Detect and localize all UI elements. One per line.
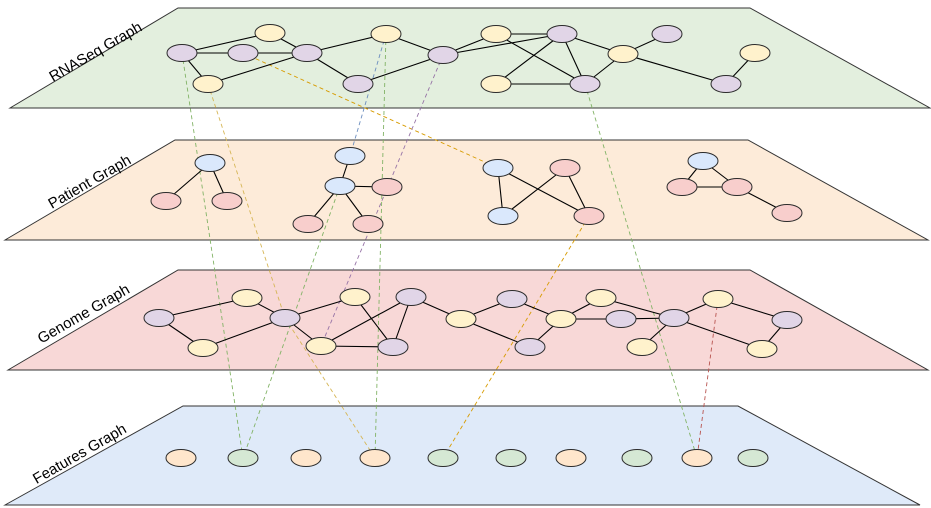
inter-layer-link [242, 52, 499, 169]
genome-node [746, 340, 778, 358]
features-node [227, 449, 259, 467]
inter-layer-link [374, 33, 387, 459]
inter-layer-link [181, 52, 244, 459]
rnaseq-node [651, 25, 683, 43]
patient-node [334, 147, 366, 165]
genome-edge [320, 296, 412, 347]
patient-node [687, 152, 719, 170]
rnaseq-node [342, 75, 374, 93]
genome-edge [158, 297, 248, 319]
genome-node [395, 288, 427, 306]
rnaseq-node [710, 75, 742, 93]
patient-node [666, 178, 698, 196]
genome-node [339, 288, 371, 306]
genome-node [143, 309, 175, 327]
features-plane [3, 405, 921, 506]
rnaseq-edge [207, 52, 308, 85]
rnaseq-edge [357, 54, 444, 85]
patient-plane [3, 139, 930, 241]
genome-node [605, 310, 637, 328]
inter-layer-link [207, 83, 286, 319]
genome-node [702, 290, 734, 308]
genome-node [187, 339, 219, 357]
genome-node [626, 338, 658, 356]
features-node [427, 449, 459, 467]
rnaseq-edge [622, 53, 727, 85]
genome-edge [673, 317, 763, 350]
patient-node [211, 192, 243, 210]
genome-node [445, 310, 477, 328]
genome-node [496, 290, 528, 308]
genome-node [771, 311, 803, 329]
genome-node [269, 309, 301, 327]
features-node [555, 449, 587, 467]
rnaseq-edge [495, 33, 586, 85]
genome-node [514, 338, 546, 356]
features-node [681, 449, 713, 467]
patient-node [371, 178, 403, 196]
inter-layer-link [242, 185, 341, 459]
genome-node [658, 309, 690, 327]
features-node [737, 449, 769, 467]
features-node [495, 449, 527, 467]
genome-node [545, 310, 577, 328]
rnaseq-node [739, 44, 771, 62]
patient-node [482, 159, 514, 177]
patient-node [573, 207, 605, 225]
genome-node [305, 337, 337, 355]
patient-node [771, 204, 803, 222]
rnaseq-node [569, 75, 601, 93]
patient-node [150, 192, 182, 210]
inter-layer-link [584, 83, 698, 459]
features-node [359, 449, 391, 467]
genome-edge [354, 296, 394, 348]
features-node [621, 449, 653, 467]
rnaseq-plane [8, 7, 931, 109]
inter-layer-link [349, 33, 387, 157]
rnaseq-node [254, 24, 286, 42]
rnaseq-node [227, 44, 259, 62]
features-node [290, 449, 322, 467]
inter-layer-link [442, 215, 590, 459]
patient-edge [502, 167, 566, 217]
genome-edge [202, 317, 286, 349]
rnaseq-node [480, 25, 512, 43]
patient-node [292, 215, 324, 233]
rnaseq-node [192, 75, 224, 93]
patient-node [549, 159, 581, 177]
rnaseq-node [546, 25, 578, 43]
rnaseq-edge [181, 32, 271, 54]
patient-edge [497, 167, 590, 217]
patient-node [721, 178, 753, 196]
rnaseq-node [291, 44, 323, 62]
rnaseq-node [607, 45, 639, 63]
genome-node [231, 289, 263, 307]
rnaseq-node [370, 25, 402, 43]
patient-node [352, 215, 384, 233]
genome-node [585, 289, 617, 307]
rnaseq-edge [442, 33, 563, 56]
rnaseq-node [480, 75, 512, 93]
rnaseq-edge [495, 33, 563, 85]
rnaseq-node [166, 44, 198, 62]
inter-layer-link [696, 298, 719, 459]
rnaseq-node [427, 46, 459, 64]
patient-node [487, 207, 519, 225]
patient-node [194, 154, 226, 172]
genome-node [377, 338, 409, 356]
patient-node [324, 177, 356, 195]
features-node [165, 449, 197, 467]
